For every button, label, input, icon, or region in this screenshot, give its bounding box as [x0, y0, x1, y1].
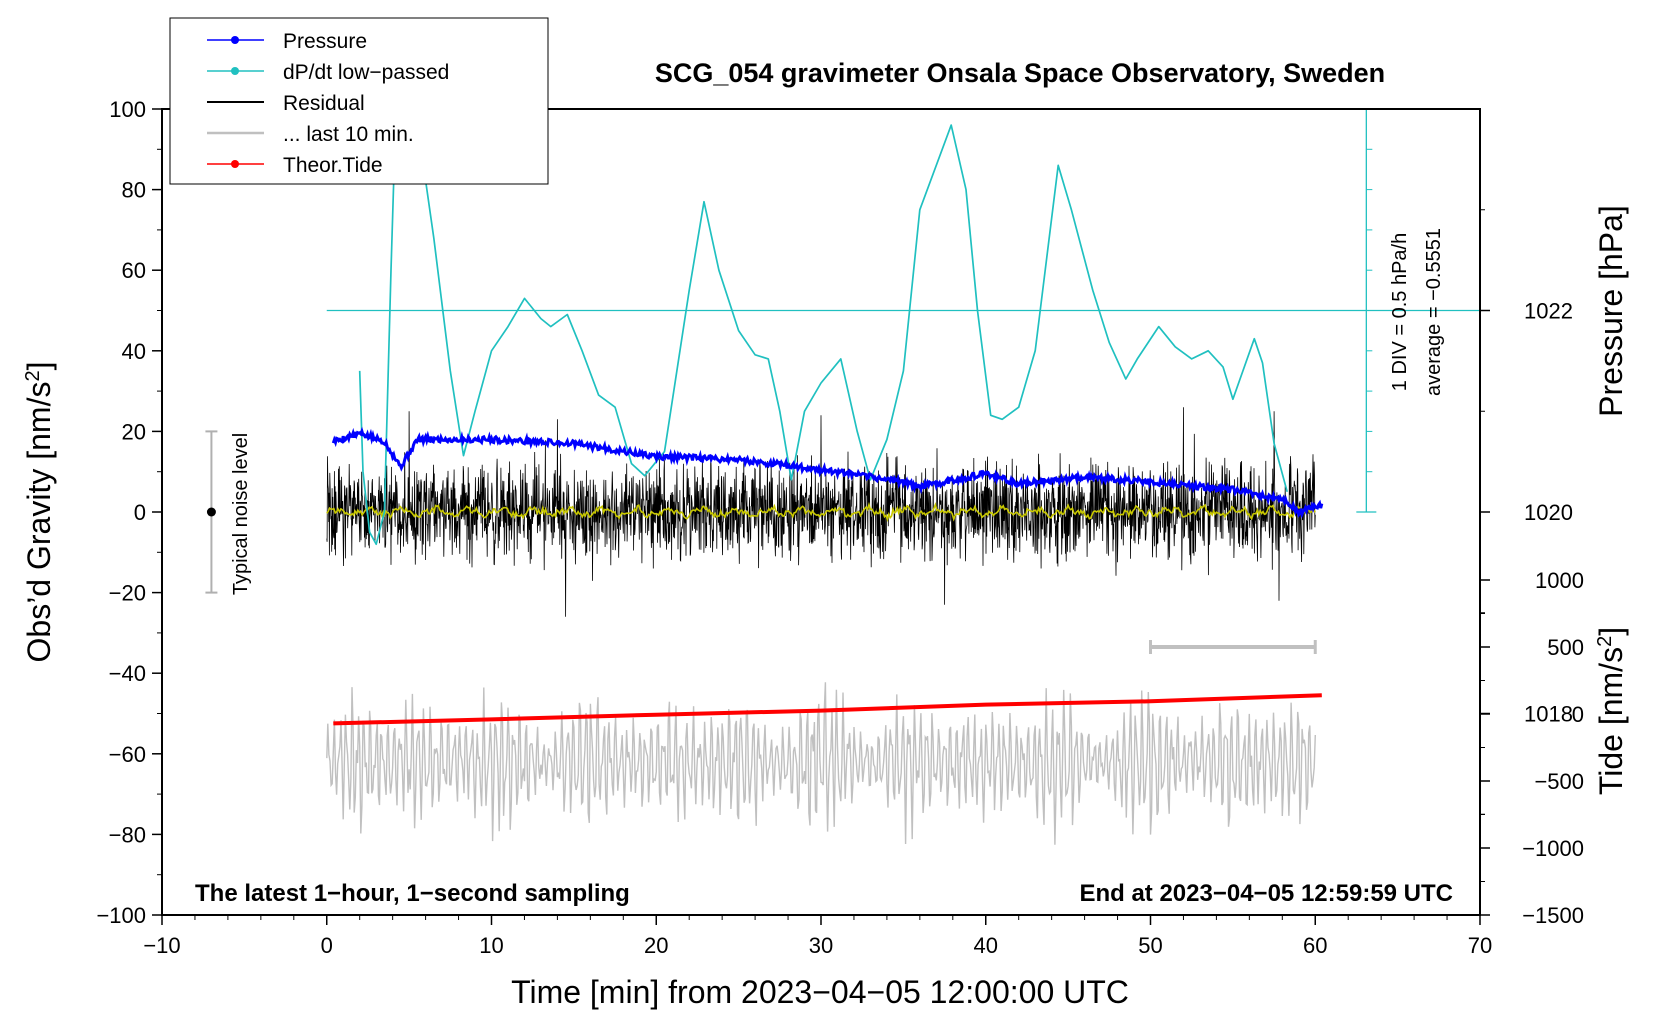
- y-tick-label: 20: [122, 419, 146, 444]
- tide-tick-label: 0: [1572, 702, 1584, 727]
- legend-label-dpdt: dP/dt low−passed: [283, 61, 449, 84]
- pressure-tick-label: 1020: [1524, 500, 1573, 525]
- legend-entry-dpdt: dP/dt low−passed: [207, 61, 449, 84]
- y-tick-label: −100: [96, 903, 146, 928]
- noise-bar-center: [206, 507, 216, 517]
- legend-label-tide: Theor.Tide: [283, 154, 383, 177]
- y-tick-label: −80: [109, 822, 146, 847]
- pressure-axis-label: Pressure [hPa]: [1593, 205, 1629, 417]
- last10-series-line: [326, 682, 1316, 845]
- axes: −10 0 10 20 30 40 50 60 70−100−80−60−40−20020406…: [96, 97, 1584, 958]
- chart-title: SCG_054 gravimeter Onsala Space Observat…: [655, 58, 1385, 88]
- x-tick-label: 60: [1303, 933, 1327, 958]
- y-axis-label-end: ]: [21, 362, 57, 371]
- plot-area: [205, 108, 1480, 845]
- x-tick-label: 10: [479, 933, 503, 958]
- legend-label-residual: Residual: [283, 92, 365, 115]
- x-tick-label: −10: [143, 933, 180, 958]
- legend-entry-last10: ... last 10 min.: [207, 123, 414, 146]
- y-tick-label: 0: [134, 500, 146, 525]
- y-tick-label: 40: [122, 339, 146, 364]
- tide-axis-label-sup: 2: [1594, 636, 1616, 647]
- legend-label-pressure: Pressure: [283, 30, 367, 53]
- x-tick-label: 0: [321, 933, 333, 958]
- y-tick-label: 60: [122, 258, 146, 283]
- tide-series-line: [333, 693, 1322, 726]
- x-tick-label: 50: [1138, 933, 1162, 958]
- y-tick-label: 80: [122, 178, 146, 203]
- y-tick-label: −20: [109, 581, 146, 606]
- tide-axis-label-end: ]: [1593, 627, 1629, 636]
- x-tick-label: 20: [644, 933, 668, 958]
- dpdt-series-line: [358, 108, 1289, 546]
- pressure-tick-label: 1018: [1524, 702, 1573, 727]
- tide-tick-label: 500: [1547, 635, 1584, 660]
- x-axis-label: Time [min] from 2023−04−05 12:00:00 UTC: [511, 974, 1129, 1010]
- y-axis-label-main: Obs’d Gravity [nm/s: [21, 382, 57, 663]
- y-axis-label: Obs’d Gravity [nm/s2]: [21, 362, 57, 663]
- x-tick-label: 70: [1468, 933, 1492, 958]
- legend-marker-tide: [231, 160, 239, 168]
- y-tick-label: −40: [109, 661, 146, 686]
- end-time-note: End at 2023−04−05 12:59:59 UTC: [1079, 880, 1453, 907]
- legend: Pressure dP/dt low−passed Residual ... l…: [169, 17, 549, 185]
- legend-marker-dpdt: [231, 67, 239, 75]
- sampling-note: The latest 1−hour, 1−second sampling: [195, 880, 630, 907]
- legend-entry-residual: Residual: [207, 92, 365, 115]
- residual-smoothed-line: [326, 501, 1316, 523]
- tide-tick-label: −500: [1534, 769, 1584, 794]
- y-tick-label: −60: [109, 742, 146, 767]
- pressure-tick-label: 1022: [1524, 299, 1573, 324]
- y-tick-label: 100: [109, 97, 146, 122]
- tide-tick-label: −1000: [1522, 836, 1584, 861]
- legend-entry-pressure: Pressure: [207, 30, 367, 53]
- y-axis-label-sup: 2: [22, 370, 44, 381]
- average-label: average = −0.5551: [1423, 228, 1445, 396]
- tide-axis-label-main: Tide [nm/s: [1593, 647, 1629, 795]
- tide-tick-label: −1500: [1522, 903, 1584, 928]
- legend-label-last10: ... last 10 min.: [283, 123, 414, 146]
- x-tick-label: 40: [974, 933, 998, 958]
- tide-tick-label: 1000: [1535, 568, 1584, 593]
- tide-axis-label: Tide [nm/s2]: [1593, 627, 1629, 795]
- div-scale-label: 1 DIV = 0.5 hPa/h: [1389, 233, 1411, 391]
- noise-level-label: Typical noise level: [230, 433, 252, 595]
- x-tick-label: 30: [809, 933, 833, 958]
- legend-marker-pressure: [231, 36, 239, 44]
- legend-entry-tide: Theor.Tide: [207, 154, 383, 177]
- pressure-series-line: [331, 426, 1324, 519]
